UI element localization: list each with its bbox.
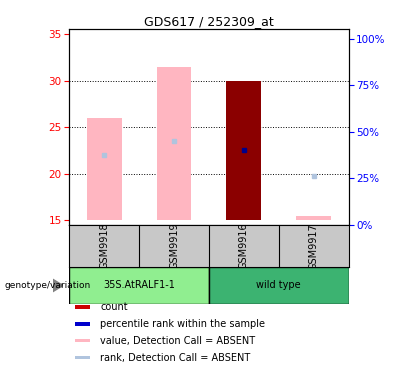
Bar xyxy=(75,356,90,359)
Bar xyxy=(87,118,122,220)
Title: GDS617 / 252309_at: GDS617 / 252309_at xyxy=(144,15,274,28)
Text: 35S.AtRALF1-1: 35S.AtRALF1-1 xyxy=(103,280,175,291)
Bar xyxy=(209,267,349,304)
Text: wild type: wild type xyxy=(257,280,301,291)
Text: percentile rank within the sample: percentile rank within the sample xyxy=(100,319,265,329)
Bar xyxy=(157,67,192,220)
Text: GSM9917: GSM9917 xyxy=(309,223,319,269)
Text: GSM9919: GSM9919 xyxy=(169,223,179,269)
Text: genotype/variation: genotype/variation xyxy=(4,281,90,290)
Text: GSM9918: GSM9918 xyxy=(99,223,109,269)
Text: GSM9916: GSM9916 xyxy=(239,223,249,269)
Bar xyxy=(69,267,209,304)
Text: count: count xyxy=(100,302,128,312)
Bar xyxy=(75,322,90,325)
Polygon shape xyxy=(52,279,63,292)
Bar xyxy=(226,81,261,220)
Text: rank, Detection Call = ABSENT: rank, Detection Call = ABSENT xyxy=(100,352,250,363)
Bar xyxy=(75,339,90,343)
Bar xyxy=(296,216,331,220)
Bar xyxy=(75,305,90,309)
Text: value, Detection Call = ABSENT: value, Detection Call = ABSENT xyxy=(100,336,255,346)
